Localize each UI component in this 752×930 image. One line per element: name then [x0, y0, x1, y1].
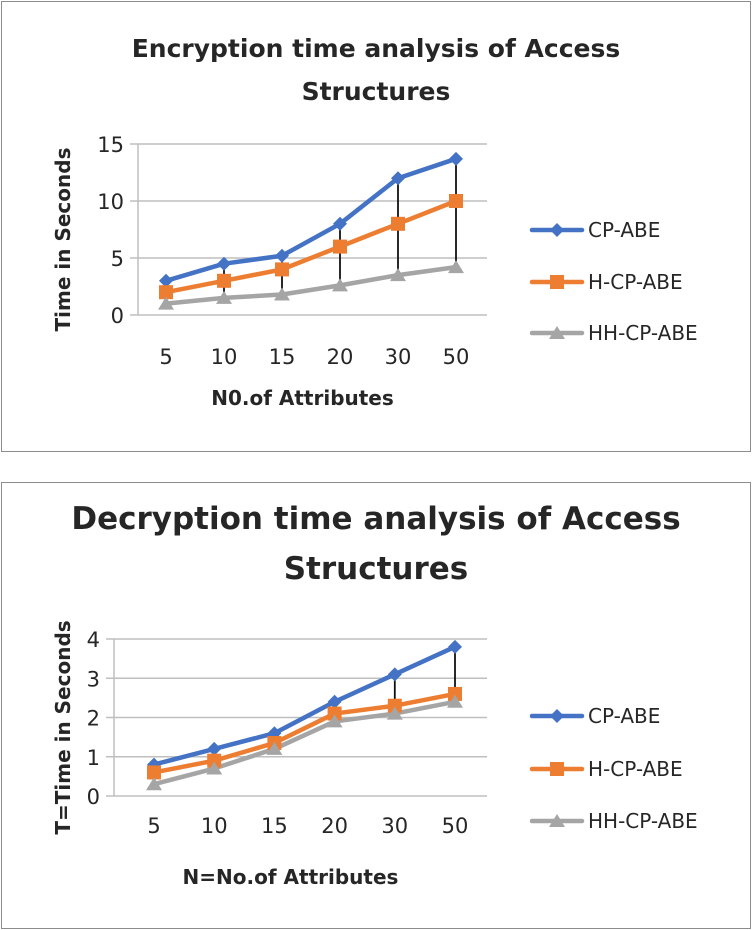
data-point [449, 194, 463, 208]
legend-marker-diamond [550, 709, 564, 723]
data-point [448, 639, 462, 654]
data-point [326, 714, 343, 728]
legend-label: H-CP-ABE [588, 270, 683, 294]
y-tick-label: 2 [87, 707, 100, 731]
y-axis-title: T=Time in Seconds [51, 620, 75, 834]
series-line-h-cp-abe [153, 691, 456, 775]
data-point [206, 761, 223, 775]
y-tick-label: 3 [87, 667, 100, 691]
data-point [275, 248, 289, 263]
data-point [391, 216, 405, 231]
x-tick-label: 5 [159, 345, 172, 369]
legend-label: CP-ABE [588, 218, 660, 242]
data-point [386, 706, 403, 720]
data-point [217, 273, 231, 288]
data-point [275, 262, 289, 277]
data-point [217, 256, 231, 271]
data-point [333, 216, 347, 231]
y-tick-label: 10 [97, 190, 124, 214]
data-point [159, 285, 173, 300]
y-tick-label: 1 [87, 746, 100, 770]
series-line-hh-cp-abe [165, 264, 457, 306]
y-tick-label: 0 [87, 785, 100, 809]
x-tick-label: 20 [321, 814, 348, 838]
y-tick-label: 0 [111, 304, 124, 328]
x-tick-label: 5 [147, 814, 160, 838]
x-tick-label: 10 [211, 345, 238, 369]
legend-label: HH-CP-ABE [588, 321, 698, 345]
y-tick-label: 4 [87, 628, 100, 652]
data-point [207, 741, 222, 756]
series-line-h-cp-abe [165, 198, 457, 295]
x-axis-title: N=No.of Attributes [183, 865, 399, 889]
legend-label: HH-CP-ABE [588, 809, 698, 833]
legend-marker-diamond [550, 223, 564, 237]
legend-marker-triangle [549, 814, 565, 827]
y-tick-label: 5 [111, 247, 124, 271]
decryption-chart-panel: Decryption time analysis of Access Struct… [1, 482, 751, 929]
data-point [274, 287, 290, 301]
data-point [207, 753, 222, 768]
y-tick-label: 15 [97, 133, 124, 157]
x-tick-label: 10 [201, 814, 228, 838]
chart-title-line: Structures [302, 77, 451, 106]
chart-title-line: Encryption time analysis of Access [132, 34, 621, 63]
encryption-chart-panel: Encryption time analysis of Access Struct… [1, 1, 751, 452]
x-tick-label: 50 [443, 345, 470, 369]
x-tick-label: 30 [381, 814, 408, 838]
encryption-chart: Encryption time analysis of Access Struct… [51, 34, 698, 410]
legend-marker-square [550, 275, 564, 289]
data-point [146, 777, 162, 791]
data-point [390, 268, 406, 282]
data-point [327, 694, 342, 709]
data-point [447, 694, 463, 708]
series-line-cp-abe [165, 156, 457, 283]
data-point [387, 667, 402, 682]
x-tick-label: 15 [269, 345, 296, 369]
x-tick-label: 50 [442, 814, 469, 838]
series-line-cp-abe [153, 644, 456, 767]
chart-title-line: Decryption time analysis of Access [71, 501, 680, 537]
x-tick-label: 15 [261, 814, 288, 838]
data-point [391, 171, 405, 186]
data-point [159, 273, 173, 288]
data-point [267, 726, 282, 741]
data-point [158, 296, 174, 310]
x-tick-label: 30 [385, 345, 412, 369]
data-point [147, 765, 161, 780]
x-axis-title: N0.of Attributes [211, 386, 394, 410]
data-point [327, 706, 342, 721]
series-line-hh-cp-abe [153, 699, 456, 787]
data-point [216, 290, 232, 304]
data-point [387, 698, 402, 713]
data-point [332, 278, 348, 292]
legend-label: H-CP-ABE [588, 757, 683, 781]
legend-marker-triangle [549, 326, 565, 339]
chart-title-line: Structures [284, 551, 469, 587]
y-axis-title: Time in Seconds [51, 148, 75, 332]
x-tick-label: 20 [327, 345, 354, 369]
decryption-chart: Decryption time analysis of Access Struct… [51, 501, 698, 889]
data-point [448, 686, 462, 701]
data-point [266, 741, 283, 755]
data-point [449, 151, 463, 166]
legend-label: CP-ABE [588, 704, 660, 728]
data-point [448, 260, 464, 274]
legend-marker-square [550, 762, 564, 776]
data-point [333, 239, 347, 254]
